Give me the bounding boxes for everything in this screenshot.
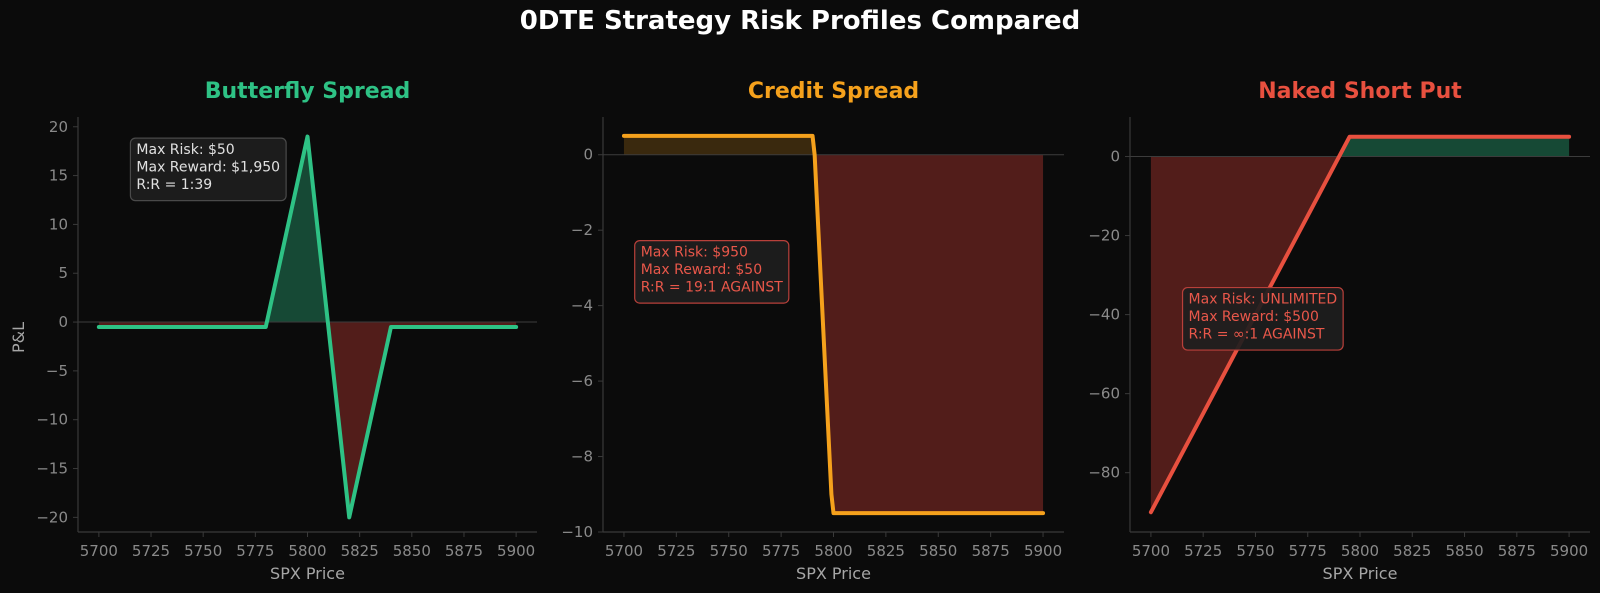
x-tick-label: 5750 <box>710 542 748 560</box>
y-tick-label: −4 <box>571 297 593 315</box>
x-tick-label: 5850 <box>919 542 957 560</box>
annotation-line: R:R = 19:1 AGAINST <box>641 280 784 296</box>
y-tick-label: 0 <box>583 146 593 164</box>
y-tick-label: −60 <box>1088 385 1120 403</box>
x-tick-label: 5875 <box>972 542 1010 560</box>
y-tick-label: −20 <box>1088 227 1120 245</box>
figure-title: 0DTE Strategy Risk Profiles Compared <box>519 6 1081 36</box>
y-tick-label: −2 <box>571 221 593 239</box>
chart-panel-3: Naked Short Put 5700 5725 5750 5775 5800 5825 5… <box>1088 79 1590 583</box>
x-tick-label: 5700 <box>80 542 118 560</box>
x-axis-label: SPX Price <box>1323 564 1398 583</box>
profit-area <box>623 135 1044 155</box>
y-tick-label: 15 <box>49 167 68 185</box>
y-tick-label: 0 <box>1110 148 1120 166</box>
x-tick-label: 5800 <box>288 542 326 560</box>
annotation-frame <box>129 137 287 202</box>
x-tick-label: 5725 <box>132 542 170 560</box>
x-tick-label: 5800 <box>814 542 852 560</box>
y-tick-label: 0 <box>58 313 68 331</box>
pnl-series-line <box>621 133 1046 516</box>
x-tick-label: 5750 <box>1236 542 1274 560</box>
y-tick-label: −80 <box>1088 464 1120 482</box>
profit-area <box>98 136 517 323</box>
x-tick-label: 5825 <box>867 542 905 560</box>
y-tick-label: −10 <box>36 411 68 429</box>
y-tick-label: −15 <box>36 460 68 478</box>
x-axis-label: SPX Price <box>796 564 871 583</box>
x-tick-label: 5725 <box>657 542 695 560</box>
x-tick-label: 5850 <box>1445 542 1483 560</box>
x-tick-label: 5825 <box>1393 542 1431 560</box>
annotation-line: Max Risk: $50 <box>136 142 234 158</box>
x-tick-label: 5750 <box>184 542 222 560</box>
x-tick-label: 5775 <box>236 542 274 560</box>
annotation-line: R:R = 1:39 <box>136 177 212 193</box>
loss-area <box>623 154 1044 514</box>
chart-panel-1: Butterfly Spread 5700 5725 5750 5775 5800 5825… <box>9 79 537 583</box>
y-tick-label: −40 <box>1088 306 1120 324</box>
chart-panel-2: Credit Spread 5700 5725 5750 5775 5800 5825 585… <box>561 79 1064 583</box>
pnl-series-line <box>96 134 519 520</box>
x-tick-label: 5775 <box>762 542 800 560</box>
annotation-line: Max Reward: $500 <box>1189 309 1319 325</box>
chart-title: Naked Short Put <box>1258 79 1462 104</box>
x-tick-label: 5800 <box>1341 542 1379 560</box>
loss-area <box>98 322 517 518</box>
y-tick-label: 10 <box>49 215 68 233</box>
profit-area <box>1150 136 1570 157</box>
x-tick-label: 5700 <box>1132 542 1170 560</box>
x-tick-label: 5850 <box>393 542 431 560</box>
x-tick-label: 5700 <box>605 542 643 560</box>
chart-title: Butterfly Spread <box>205 79 411 104</box>
y-tick-label: −20 <box>36 508 68 526</box>
annotation-line: Max Reward: $50 <box>641 262 762 278</box>
y-tick-label: −5 <box>46 362 68 380</box>
annotation-line: R:R = ∞:1 AGAINST <box>1189 327 1325 343</box>
annotation-frame <box>634 239 790 304</box>
annotation-line: Max Reward: $1,950 <box>136 160 280 176</box>
annotation-line: Max Risk: UNLIMITED <box>1189 292 1338 308</box>
x-tick-label: 5875 <box>445 542 483 560</box>
pnl-series-line <box>1148 134 1572 515</box>
y-tick-label: −8 <box>571 448 593 466</box>
y-tick-label: 20 <box>49 118 68 136</box>
x-tick-label: 5900 <box>497 542 535 560</box>
x-tick-label: 5900 <box>1024 542 1062 560</box>
annotation-frame <box>1181 286 1344 351</box>
y-axis-label: P&L <box>9 322 28 353</box>
annotation-line: Max Risk: $950 <box>641 245 748 261</box>
x-tick-label: 5725 <box>1184 542 1222 560</box>
chart-title: Credit Spread <box>748 79 919 104</box>
x-axis-label: SPX Price <box>270 564 345 583</box>
x-tick-label: 5875 <box>1498 542 1536 560</box>
x-tick-label: 5825 <box>341 542 379 560</box>
y-tick-label: 5 <box>58 264 68 282</box>
x-tick-label: 5775 <box>1289 542 1327 560</box>
x-tick-label: 5900 <box>1550 542 1588 560</box>
y-tick-label: −6 <box>571 372 593 390</box>
y-tick-label: −10 <box>561 523 593 541</box>
loss-area <box>1150 156 1570 513</box>
